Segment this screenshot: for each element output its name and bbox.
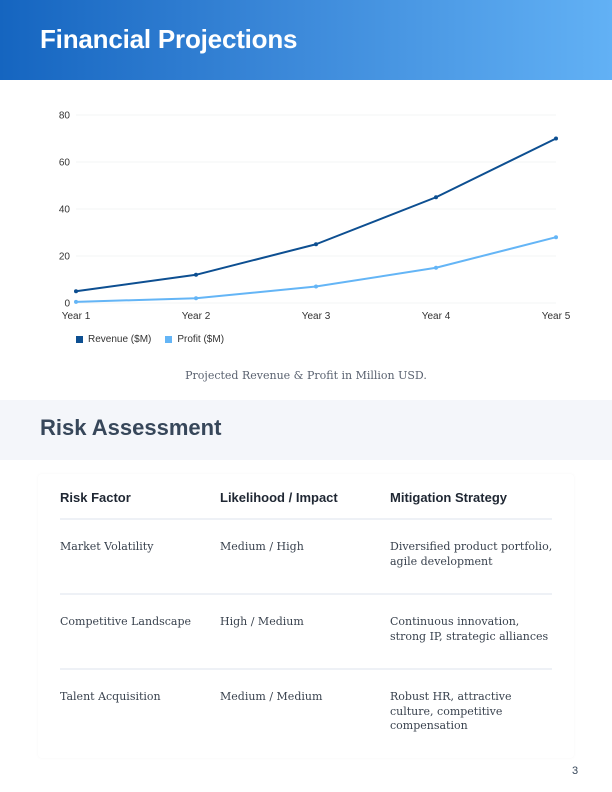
risk-table-card — [38, 474, 574, 758]
cell-likelihood-impact: Medium / High — [220, 540, 304, 553]
legend-item-profit[interactable]: Profit ($M) — [165, 334, 224, 345]
data-point[interactable] — [194, 272, 198, 277]
data-point[interactable] — [554, 235, 558, 240]
table-row: Competitive Landscape High / Medium Cont… — [60, 595, 552, 670]
data-point[interactable] — [314, 284, 318, 289]
page-number: 3 — [572, 765, 579, 777]
y-tick-label: 0 — [64, 299, 70, 310]
legend-item-revenue[interactable]: Revenue ($M) — [76, 334, 151, 345]
x-tick-label: Year 1 — [62, 311, 91, 322]
line-chart: 0 20 40 60 80 Year 1 Year 2 Year 3 Year 4 Year 5 — [40, 100, 580, 360]
x-tick-label: Year 4 — [422, 311, 451, 322]
data-point[interactable] — [314, 242, 318, 247]
data-point[interactable] — [554, 136, 558, 141]
legend-swatch-revenue-icon — [76, 336, 83, 343]
y-tick-label: 80 — [59, 111, 71, 122]
legend-swatch-profit-icon — [165, 336, 173, 343]
series-line-0 — [75, 137, 557, 293]
chart-legend: Revenue ($M) Profit ($M) — [76, 334, 224, 345]
y-tick-label: 60 — [59, 158, 71, 169]
data-point[interactable] — [74, 289, 78, 294]
header-band: Financial Projections — [0, 0, 612, 80]
section-title: Risk Assessment — [40, 415, 222, 440]
legend-label: Profit ($M) — [177, 334, 225, 345]
risk-table: Risk Factor Likelihood / Impact Mitigati… — [60, 474, 552, 745]
y-tick-label: 40 — [59, 205, 71, 216]
cell-risk-factor: Market Volatility — [60, 540, 154, 553]
x-tick-label: Year 5 — [542, 311, 571, 322]
column-header-mitigation-strategy: Mitigation Strategy — [390, 490, 508, 505]
chart-canvas: 0 20 40 60 80 Year 1 Year 2 Year 3 Year 4 Year 5 — [59, 111, 571, 323]
cell-risk-factor: Competitive Landscape — [60, 615, 192, 628]
data-point[interactable] — [74, 299, 78, 304]
data-point[interactable] — [434, 265, 438, 270]
page-title: Financial Projections — [40, 24, 298, 54]
x-tick-label: Year 3 — [302, 311, 331, 322]
series-line-1 — [75, 236, 557, 303]
table-row: Market Volatility Medium / High Diversif… — [60, 520, 552, 595]
y-tick-label: 20 — [59, 252, 71, 263]
cell-mitigation: Continuous innovation, strong IP, strate… — [390, 615, 549, 643]
column-header-risk-factor: Risk Factor — [60, 490, 131, 505]
table-header-row: Risk Factor Likelihood / Impact Mitigati… — [60, 474, 552, 520]
cell-mitigation: Robust HR, attractive culture, competiti… — [390, 690, 512, 732]
cell-likelihood-impact: Medium / Medium — [220, 690, 323, 703]
cell-risk-factor: Talent Acquisition — [60, 690, 161, 703]
cell-mitigation: Diversified product portfolio, agile dev… — [390, 540, 553, 568]
column-header-likelihood-impact: Likelihood / Impact — [220, 490, 338, 505]
section-header-band — [0, 400, 612, 460]
data-point[interactable] — [194, 296, 198, 301]
cell-likelihood-impact: High / Medium — [220, 615, 304, 628]
data-point[interactable] — [434, 195, 438, 200]
legend-label: Revenue ($M) — [88, 334, 152, 345]
table-row: Talent Acquisition Medium / Medium Robus… — [60, 670, 552, 745]
chart-caption: Projected Revenue & Profit in Million US… — [185, 369, 427, 382]
x-tick-label: Year 2 — [182, 311, 211, 322]
